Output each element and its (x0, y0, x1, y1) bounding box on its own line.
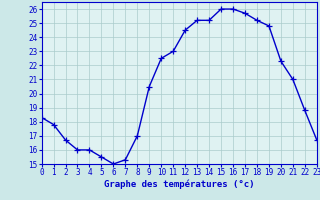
X-axis label: Graphe des températures (°c): Graphe des températures (°c) (104, 180, 254, 189)
